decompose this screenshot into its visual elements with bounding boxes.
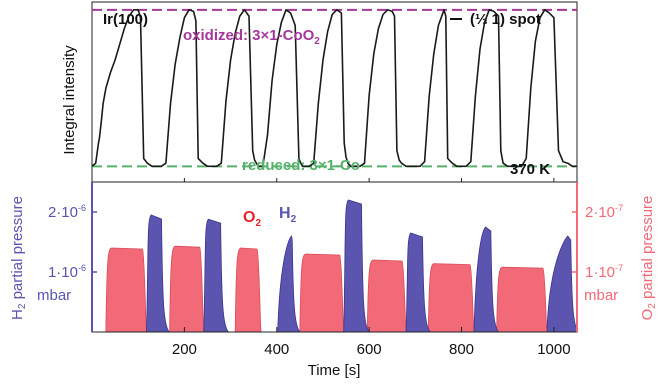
o2-pulse xyxy=(105,247,147,332)
temperature-label: 370 K xyxy=(510,161,550,178)
h2-unit: mbar xyxy=(37,287,71,304)
h2-pulse xyxy=(546,235,577,332)
top-ylabel: Integral intensity xyxy=(61,45,78,155)
right-tick-label: 1·10-7 xyxy=(585,263,623,281)
left-tick-label: 2·10-6 xyxy=(48,203,86,221)
legend-label-spot: (⅓ 1) spot xyxy=(470,11,541,28)
x-tick-label: 200 xyxy=(172,341,197,358)
h2-pulse xyxy=(277,235,301,332)
o2-pulse xyxy=(169,245,205,332)
o2-pulse xyxy=(496,266,548,332)
top-panel: Ir(100) (⅓ 1) spot oxidized: 3×1-CoO2 re… xyxy=(61,1,578,183)
right-axis-ticks: 1·10-7 2·10-7 xyxy=(572,203,623,281)
x-tick-label: 800 xyxy=(449,341,474,358)
x-tick-label: 400 xyxy=(264,341,289,358)
spot-intensity-trace xyxy=(92,9,577,168)
oxidized-label: oxidized: 3×1-CoO2 xyxy=(183,27,320,47)
x-axis-label: Time [s] xyxy=(308,362,361,379)
h2-pulse xyxy=(146,214,171,332)
right-tick-label: 2·10-7 xyxy=(585,203,623,221)
o2-unit: mbar xyxy=(584,287,618,304)
top-panel-frame xyxy=(91,1,578,183)
pressure-areas xyxy=(105,199,577,332)
x-tick-label: 600 xyxy=(357,341,382,358)
o2-pulse xyxy=(366,259,407,332)
h2-pulse xyxy=(343,199,371,332)
reduced-label: reduced: 3×1-Co xyxy=(242,157,360,174)
x-tick-label: 1000 xyxy=(537,341,570,358)
h2-pulse xyxy=(405,232,432,332)
sample-label: Ir(100) xyxy=(103,11,148,28)
bottom-panel: 1·10-6 2·10-6 1·10-7 2·10-7 O2 H2 H2 parti… xyxy=(9,181,658,333)
o2-pulse xyxy=(234,247,262,332)
h2-ylabel: H2 partial pressure xyxy=(9,196,28,320)
left-axis-ticks: 1·10-6 2·10-6 xyxy=(48,203,97,281)
x-axis-ticks: 200 400 600 800 1000 xyxy=(172,178,571,358)
h2-pulse xyxy=(473,226,500,332)
o2-series-label: O2 xyxy=(243,209,261,229)
left-tick-label: 1·10-6 xyxy=(48,263,86,281)
o2-pulse xyxy=(299,253,345,332)
o2-pulse xyxy=(427,263,475,332)
h2-series-label: H2 xyxy=(279,205,297,225)
o2-ylabel: O2 partial pressure xyxy=(639,196,658,321)
h2-pulse xyxy=(203,218,230,332)
